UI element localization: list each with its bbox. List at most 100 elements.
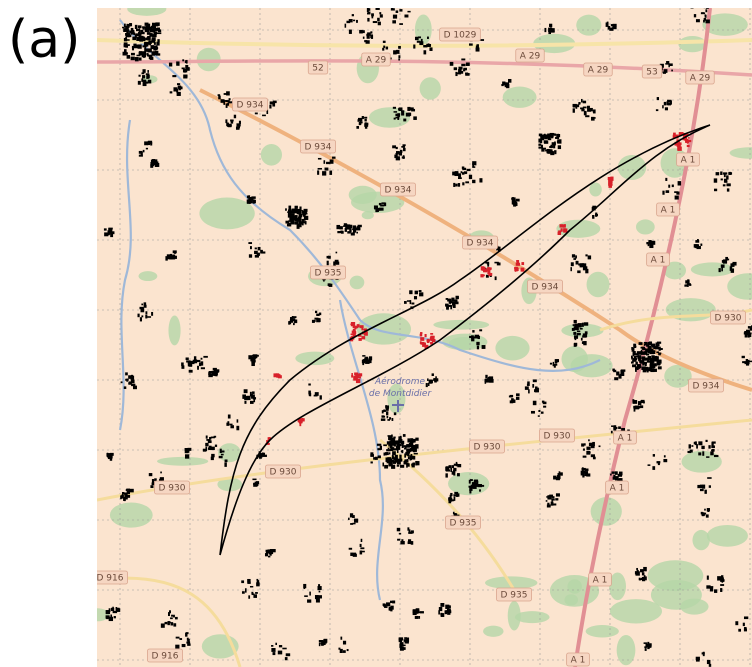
settlement (707, 477, 711, 479)
settlement (393, 437, 395, 439)
settlement (647, 358, 649, 360)
settlement (744, 331, 746, 334)
road-label-text: D 934 (385, 186, 412, 196)
settlement (462, 168, 466, 170)
settlement (465, 181, 469, 183)
settlement (147, 70, 149, 73)
settlement (250, 358, 254, 362)
settlement (645, 342, 648, 345)
settlement (709, 664, 711, 667)
settlement (714, 178, 717, 182)
settlement (646, 354, 649, 356)
settlement (413, 45, 415, 49)
settlement (131, 380, 135, 384)
settlement (648, 240, 650, 242)
road-label: D 934 (381, 183, 416, 196)
wood (692, 530, 709, 550)
settlement (157, 32, 161, 34)
settlement (608, 180, 612, 184)
settlement (356, 232, 358, 234)
settlement (648, 349, 652, 353)
settlement (150, 29, 154, 33)
settlement (343, 641, 346, 645)
settlement (239, 121, 241, 124)
settlement (199, 362, 201, 366)
settlement (516, 263, 520, 266)
settlement (360, 551, 363, 555)
settlement (550, 145, 552, 148)
settlement (726, 175, 728, 179)
road-label: 53 (642, 65, 661, 78)
settlement (358, 119, 360, 122)
settlement (392, 455, 394, 459)
settlement (662, 191, 664, 195)
settlement (664, 102, 666, 105)
settlement (131, 31, 135, 35)
settlement (387, 435, 391, 437)
settlement (653, 363, 657, 366)
road-label-text: D 935 (315, 269, 342, 279)
settlement (631, 356, 633, 359)
settlement (422, 344, 425, 347)
settlement (336, 252, 338, 254)
settlement (642, 347, 645, 350)
settlement (304, 216, 308, 220)
settlement (655, 360, 657, 362)
settlement (173, 87, 177, 91)
road-label-text: D 934 (237, 101, 264, 111)
settlement (554, 134, 556, 136)
settlement (297, 218, 301, 222)
wood (495, 336, 529, 361)
settlement (414, 453, 418, 455)
settlement (582, 335, 586, 337)
settlement (651, 344, 655, 347)
settlement (254, 251, 258, 254)
settlement (266, 550, 269, 552)
settlement (351, 232, 355, 235)
settlement (377, 18, 380, 21)
settlement (453, 304, 455, 308)
settlement (186, 357, 189, 360)
settlement (290, 318, 293, 320)
road-label-text: A 1 (593, 576, 608, 586)
settlement (730, 266, 732, 270)
road-label-text: D 935 (450, 519, 477, 529)
settlement (336, 225, 340, 229)
wood (349, 186, 377, 204)
settlement (397, 528, 400, 531)
settlement (402, 444, 404, 448)
settlement (364, 123, 368, 127)
settlement (584, 111, 587, 115)
settlement (384, 453, 386, 456)
settlement (322, 171, 326, 175)
settlement (142, 53, 146, 57)
settlement (231, 121, 233, 123)
settlement (516, 393, 520, 396)
settlement (249, 254, 252, 257)
settlement (282, 648, 286, 650)
settlement (364, 119, 366, 122)
road-label: A 29 (686, 71, 714, 84)
settlement (652, 359, 655, 363)
settlement (453, 183, 455, 187)
settlement (104, 228, 107, 230)
settlement (707, 576, 709, 580)
road-label-text: D 934 (693, 382, 720, 392)
settlement (340, 637, 342, 640)
settlement (641, 578, 644, 580)
settlement (558, 473, 560, 477)
settlement (241, 580, 244, 583)
settlement (124, 30, 126, 32)
settlement (640, 351, 643, 354)
settlement (690, 450, 693, 453)
wood (369, 107, 410, 128)
settlement (694, 244, 698, 248)
settlement (351, 334, 354, 336)
settlement (411, 447, 415, 451)
settlement (472, 180, 475, 183)
settlement (538, 144, 541, 146)
road-label-text: D 916 (152, 652, 179, 662)
settlement (255, 255, 259, 258)
settlement (224, 100, 227, 102)
settlement (211, 454, 214, 457)
